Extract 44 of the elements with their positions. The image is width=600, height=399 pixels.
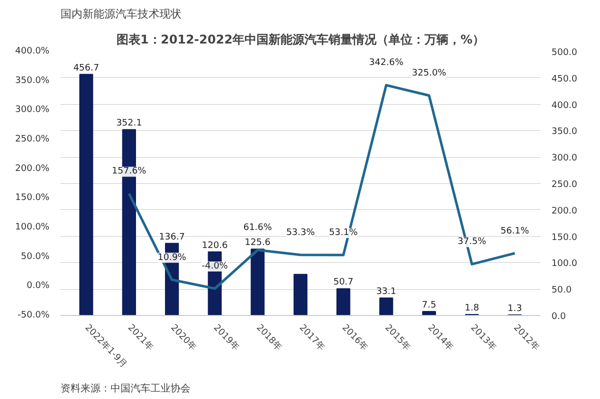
data-label: 1.8 [464, 304, 480, 314]
data-label: 56.1% [500, 226, 530, 236]
data-label: 157.6% [112, 166, 147, 177]
data-label: 10.9% [158, 252, 187, 263]
y-tick-label: 200.0% [15, 164, 50, 174]
y2-tick-label: 400.0 [552, 100, 578, 111]
text: 国内新能源汽车技术现状 [60, 8, 182, 20]
y2-tick-label: 350.0 [552, 127, 578, 138]
y2-tick-label: 250.0 [552, 180, 578, 190]
data-label: 125.6 [244, 238, 271, 248]
y2-tick-label: 200.0 [552, 206, 578, 216]
data-label: 342.6% [369, 58, 404, 68]
y-tick-label: 300.0% [15, 105, 50, 116]
text: 资料来源：中国汽车工业协会 [60, 382, 190, 394]
data-label: -4.0% [202, 262, 228, 272]
data-label: 120.6 [202, 240, 228, 251]
data-label: 53.1% [329, 228, 358, 238]
data-label: 136.7 [159, 232, 185, 242]
y-tick-label: 250.0% [15, 134, 50, 144]
data-label: 33.1 [376, 287, 396, 298]
y-tick-label: 400.0% [15, 46, 50, 56]
data-label: 37.5% [458, 237, 487, 248]
data-label: 1.3 [508, 304, 522, 314]
y-tick-label: 150.0% [15, 193, 50, 204]
data-label: 7.5 [422, 300, 436, 311]
chart-title: 图表1：2012-2022年中国新能源汽车销量情况（单位：万辆，%） [116, 32, 485, 46]
y2-tick-label: 100.0 [552, 259, 578, 270]
y-tick-label: 100.0% [15, 222, 50, 232]
data-label: 325.0% [412, 68, 447, 78]
y-tick-label: -50.0% [18, 310, 50, 320]
data-label: 50.7 [333, 278, 354, 288]
data-label: 352.1 [116, 118, 142, 129]
y2-tick-label: 50.0 [552, 286, 572, 296]
y2-tick-label: 150.0 [552, 232, 578, 243]
data-label: 61.6% [243, 223, 272, 234]
y2-tick-label: 0.0 [552, 312, 566, 322]
y2-tick-label: 300.0 [552, 154, 578, 164]
y2-tick-label: 450.0 [552, 74, 578, 84]
y-tick-label: 50.0% [20, 252, 50, 262]
data-label: 456.7 [73, 63, 100, 74]
y-tick-label: 0.0% [26, 281, 50, 292]
data-label: 53.3% [286, 228, 316, 238]
y-tick-label: 350.0% [15, 76, 50, 86]
y2-tick-label: 500.0 [552, 48, 578, 58]
